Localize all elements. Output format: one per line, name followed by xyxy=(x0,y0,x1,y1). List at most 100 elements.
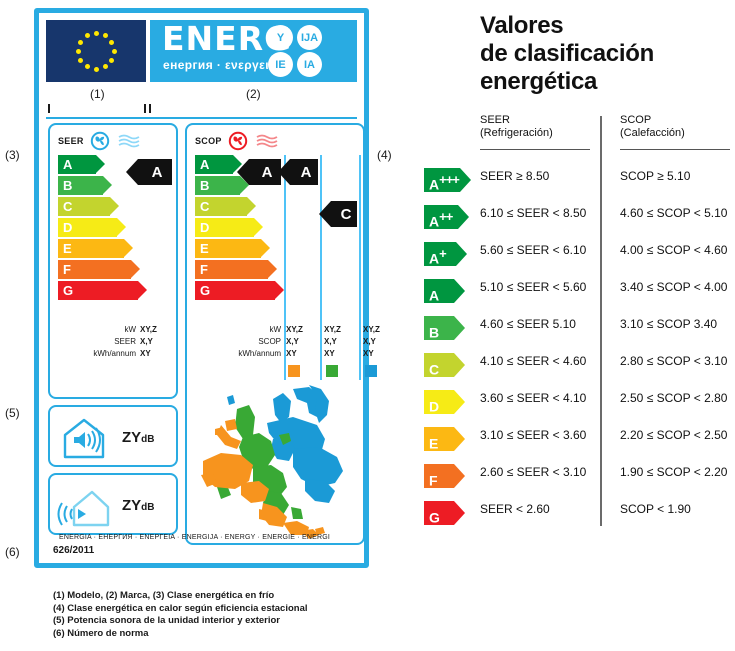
eu-star xyxy=(109,57,115,63)
column-header-scop-name: SCOP xyxy=(620,114,652,126)
table-row: C 4.10 ≤ SEER < 4.60 2.80 ≤ SCOP < 3.10 xyxy=(424,351,729,385)
scop-range: 4.00 ≤ SCOP < 4.60 xyxy=(620,243,728,257)
class-letter: D xyxy=(63,220,73,235)
class-badge-b: B xyxy=(424,316,470,341)
climate-value-row: XY,Z xyxy=(363,325,380,337)
title-line: de clasificación xyxy=(480,40,654,67)
lang-circle-ia: IA xyxy=(297,52,322,77)
title-line: energética xyxy=(480,68,598,95)
rated-class-letter: A xyxy=(261,163,273,181)
climate-value-row: XY,Z xyxy=(324,325,341,337)
caption-line: (6) Número de norma xyxy=(53,627,149,639)
climate-swatch-average xyxy=(326,365,338,377)
scop-range: 2.20 ≤ SCOP < 2.50 xyxy=(620,428,728,442)
scop-range: 4.60 ≤ SCOP < 5.10 xyxy=(620,206,728,220)
class-letter: A xyxy=(63,157,73,172)
caption-line: (4) Clase energética en calor según efic… xyxy=(53,602,308,614)
heating-label-row: kW xyxy=(191,325,281,337)
heating-kwh-label: kWh/annum xyxy=(238,349,281,358)
scop-range: 3.10 ≤ SCOP 3.40 xyxy=(620,317,718,331)
climate-column-divider-1 xyxy=(284,155,286,380)
column-header-seer-sub: (Refrigeración) xyxy=(480,127,553,139)
heating-rated-class-arrow-warmer: A xyxy=(237,159,281,185)
rated-class-letter: A xyxy=(300,163,312,181)
column-rule-scop xyxy=(620,149,730,150)
climate-value-row: XY xyxy=(286,349,303,361)
class-letter: B xyxy=(63,178,73,193)
cooling-class-scale: A B C D E F G xyxy=(58,155,147,302)
cooling-seer-value: X,Y xyxy=(140,337,153,346)
column-header-scop: SCOP (Calefacción) xyxy=(620,114,685,140)
scop-range: 2.50 ≤ SCOP < 2.80 xyxy=(620,391,728,405)
seer-range: 3.60 ≤ SEER < 4.10 xyxy=(480,391,587,405)
energy-label-figure: ENERG енергия · ενεργεια Y IJA IE IA (1)… xyxy=(5,8,392,568)
average-kw-value: XY,Z xyxy=(324,325,341,334)
class-letter: G xyxy=(63,283,74,298)
table-row: A 5.10 ≤ SEER < 5.60 3.40 ≤ SCOP < 4.00 xyxy=(424,277,729,311)
class-badge-label: A+ xyxy=(429,246,447,267)
class-bar-g: G xyxy=(58,281,147,300)
eu-star xyxy=(102,64,108,70)
heating-panel: SCOP A B C D E F xyxy=(185,123,380,545)
table-row: A++ 6.10 ≤ SEER < 8.50 4.60 ≤ SCOP < 5.1… xyxy=(424,203,729,237)
indoor-sound-icon xyxy=(63,418,105,459)
climate-value-row: XY xyxy=(363,349,380,361)
class-letter: F xyxy=(63,262,71,277)
climate-value-row: X,Y xyxy=(324,337,341,349)
tick-mark-2b xyxy=(149,104,151,113)
class-badge-label: E xyxy=(429,435,439,452)
class-letter: F xyxy=(200,262,208,277)
class-bar-f: F xyxy=(195,260,277,279)
rated-class-letter: C xyxy=(340,205,352,223)
marker-6: (6) xyxy=(5,545,20,559)
lang-circle-ie: IE xyxy=(268,52,293,77)
classification-values-section: Valores de clasificación energética SEER… xyxy=(424,8,730,528)
cooling-kwh-label: kWh/annum xyxy=(93,349,136,358)
climate-swatch-colder xyxy=(365,365,377,377)
column-header-seer-name: SEER xyxy=(480,114,510,126)
cooling-value-row: kWh/annum XY xyxy=(56,349,170,361)
label-languages-footer: ENERGIA · ЕНЕРГИЯ · ΕΝΕΡΓΕΙΑ · ENERGIJA … xyxy=(59,534,330,541)
warmer-scop-value: X,Y xyxy=(286,337,299,346)
scop-range: SCOP ≥ 5.10 xyxy=(620,169,691,183)
table-row: G SEER < 2.60 SCOP < 1.90 xyxy=(424,499,729,533)
class-bar-g: G xyxy=(195,281,284,300)
cooling-panel: SEER A B C D E F xyxy=(48,123,178,399)
page-title: Valores de clasificación energética xyxy=(480,12,654,96)
table-row: A+ 5.60 ≤ SEER < 6.10 4.00 ≤ SCOP < 4.60 xyxy=(424,240,729,274)
climate-column-colder: XY,Z X,Y XY xyxy=(363,325,380,361)
heating-rated-class-arrow-average: A xyxy=(278,159,318,185)
class-bar-b: B xyxy=(195,176,275,195)
class-badge-label: A++ xyxy=(429,209,453,230)
climate-value-row: XY xyxy=(324,349,341,361)
class-bar-d: D xyxy=(58,218,138,237)
scop-range: 3.40 ≤ SCOP < 4.00 xyxy=(620,280,728,294)
cooling-kwh-value: XY xyxy=(140,349,151,358)
energ-brand-bar: ENERG енергия · ενεργεια Y IJA IE IA xyxy=(150,20,357,82)
title-line: Valores xyxy=(480,12,564,39)
energy-label-card: ENERG енергия · ενεργεια Y IJA IE IA (1)… xyxy=(34,8,380,568)
eu-star xyxy=(93,30,99,36)
seer-range: 4.60 ≤ SEER 5.10 xyxy=(480,317,576,331)
eu-star xyxy=(77,57,83,63)
colder-kw-value: XY,Z xyxy=(363,325,380,334)
class-badge-e: E xyxy=(424,427,470,452)
class-letter: C xyxy=(200,199,210,214)
heating-label-row: kWh/annum xyxy=(191,349,281,361)
class-badge-label: B xyxy=(429,324,440,341)
tick-mark-2a xyxy=(144,104,146,113)
class-bar-c: C xyxy=(58,197,138,216)
lang-circle-ija: IJA xyxy=(297,25,322,50)
eu-star xyxy=(109,39,115,45)
marker-5: (5) xyxy=(5,406,20,420)
warmer-kw-value: XY,Z xyxy=(286,325,303,334)
marker-2: (2) xyxy=(246,87,261,101)
class-letter: D xyxy=(200,220,210,235)
colder-scop-value: X,Y xyxy=(363,337,376,346)
cooling-kw-label: kW xyxy=(124,325,136,334)
cold-waves-icon xyxy=(118,134,140,148)
average-kwh-value: XY xyxy=(324,349,335,358)
seer-range: SEER < 2.60 xyxy=(480,502,550,516)
indoor-sound-value: ZYdB xyxy=(122,429,155,446)
label-model-brand-row: (1) (2) xyxy=(46,85,357,115)
